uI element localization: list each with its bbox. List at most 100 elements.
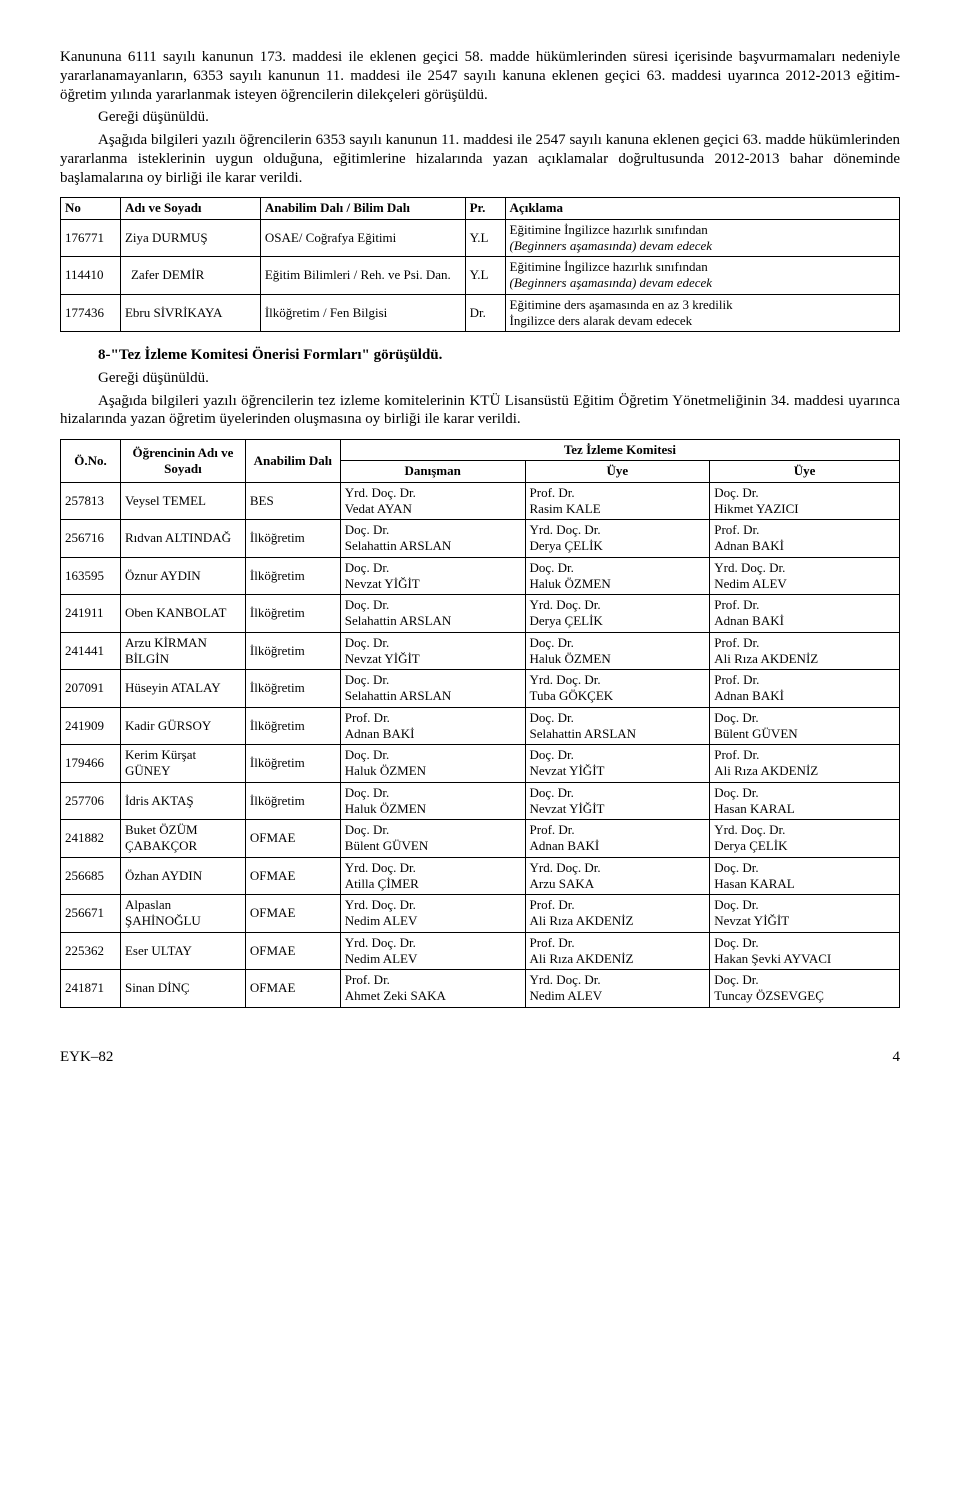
table-cell: OFMAE (245, 970, 340, 1008)
col-ono: Ö.No. (61, 440, 121, 483)
column-header: Açıklama (505, 198, 899, 219)
table-row: 257813Veysel TEMELBESYrd. Doç. Dr.Vedat … (61, 482, 900, 520)
table-cell: Doç. Dr.Nevzat YİĞİT (525, 782, 710, 820)
table-cell: Yrd. Doç. Dr.Nedim ALEV (340, 895, 525, 933)
table-row: Ö.No. Öğrencinin Adı ve Soyadı Anabilim … (61, 440, 900, 461)
table-cell: 257813 (61, 482, 121, 520)
table-cell: Buket ÖZÜM ÇABAKÇOR (120, 820, 245, 858)
page-footer: EYK–82 4 (60, 1048, 900, 1067)
table-cell: İlköğretim (245, 670, 340, 708)
table-cell: OFMAE (245, 932, 340, 970)
table-row: 179466Kerim Kürşat GÜNEYİlköğretimDoç. D… (61, 745, 900, 783)
table-cell: 114410 (61, 257, 121, 295)
table-row: 241909Kadir GÜRSOYİlköğretimProf. Dr.Adn… (61, 707, 900, 745)
table-row: 176771Ziya DURMUŞOSAE/ Coğrafya EğitimiY… (61, 219, 900, 257)
table-cell: Doç. Dr.Hikmet YAZICI (710, 482, 900, 520)
table-cell: Prof. Dr.Ali Rıza AKDENİZ (525, 932, 710, 970)
table-cell: Yrd. Doç. Dr.Nedim ALEV (525, 970, 710, 1008)
table-row: 207091Hüseyin ATALAYİlköğretimDoç. Dr.Se… (61, 670, 900, 708)
table-cell: Yrd. Doç. Dr.Vedat AYAN (340, 482, 525, 520)
table-cell: Ebru SİVRİKAYA (120, 294, 260, 332)
table-cell: 241909 (61, 707, 121, 745)
table-cell: Prof. Dr.Ali Rıza AKDENİZ (710, 632, 900, 670)
column-header: No (61, 198, 121, 219)
table-cell: Doç. Dr.Haluk ÖZMEN (340, 745, 525, 783)
table-cell: Rıdvan ALTINDAĞ (120, 520, 245, 558)
footer-right: 4 (893, 1048, 901, 1067)
table-row: 225362Eser ULTAYOFMAEYrd. Doç. Dr.Nedim … (61, 932, 900, 970)
table-cell: Eğitimine İngilizce hazırlık sınıfından(… (505, 219, 899, 257)
table-row: 241441Arzu KİRMAN BİLGİNİlköğretimDoç. D… (61, 632, 900, 670)
table-cell: Doç. Dr.Bülent GÜVEN (710, 707, 900, 745)
table-cell: İlköğretim (245, 557, 340, 595)
table-cell: Doç. Dr.Haluk ÖZMEN (340, 782, 525, 820)
table-cell: Yrd. Doç. Dr.Derya ÇELİK (710, 820, 900, 858)
table-cell: Doç. Dr.Nevzat YİĞİT (340, 632, 525, 670)
table-row: 256671Alpaslan ŞAHİNOĞLUOFMAEYrd. Doç. D… (61, 895, 900, 933)
col-tik: Tez İzleme Komitesi (340, 440, 899, 461)
table-cell: Doç. Dr.Haluk ÖZMEN (525, 632, 710, 670)
table-cell: Prof. Dr.Adnan BAKİ (340, 707, 525, 745)
table-cell: Prof. Dr.Ahmet Zeki SAKA (340, 970, 525, 1008)
table-cell: Doç. Dr.Nevzat YİĞİT (340, 557, 525, 595)
table-cell: Doç. Dr.Nevzat YİĞİT (525, 745, 710, 783)
table-cell: Öznur AYDIN (120, 557, 245, 595)
table-cell: Prof. Dr.Adnan BAKİ (710, 670, 900, 708)
table-cell: 241911 (61, 595, 121, 633)
table-cell: Hüseyin ATALAY (120, 670, 245, 708)
table-cell: 225362 (61, 932, 121, 970)
table-cell: Doç. Dr.Haluk ÖZMEN (525, 557, 710, 595)
paragraph-1: Kanununa 6111 sayılı kanunun 173. maddes… (60, 48, 900, 104)
table-cell: Doç. Dr. Selahattin ARSLAN (525, 707, 710, 745)
table-cell: Doç. Dr.Tuncay ÖZSEVGEÇ (710, 970, 900, 1008)
table-cell: İlköğretim (245, 595, 340, 633)
table-cell: Prof. Dr.Adnan BAKİ (710, 520, 900, 558)
table-cell: Prof. Dr. Ali Rıza AKDENİZ (525, 895, 710, 933)
table-cell: Veysel TEMEL (120, 482, 245, 520)
col-uye1: Üye (525, 461, 710, 482)
table-cell: Yrd. Doç. Dr.Tuba GÖKÇEK (525, 670, 710, 708)
table-cell: 241871 (61, 970, 121, 1008)
col-ad: Öğrencinin Adı ve Soyadı (120, 440, 245, 483)
table-cell: 256671 (61, 895, 121, 933)
table-cell: OSAE/ Coğrafya Eğitimi (260, 219, 465, 257)
table-row: 241882Buket ÖZÜM ÇABAKÇOROFMAEDoç. Dr.Bü… (61, 820, 900, 858)
section-8-title: 8-"Tez İzleme Komitesi Önerisi Formları"… (60, 346, 900, 365)
table-cell: Y.L (465, 257, 505, 295)
table-committee: Ö.No. Öğrencinin Adı ve Soyadı Anabilim … (60, 439, 900, 1008)
table-row: 114410Zafer DEMİREğitim Bilimleri / Reh.… (61, 257, 900, 295)
table-cell: Prof. Dr.Adnan BAKİ (525, 820, 710, 858)
column-header: Adı ve Soyadı (120, 198, 260, 219)
table-students: NoAdı ve SoyadıAnabilim Dalı / Bilim Dal… (60, 197, 900, 332)
table-cell: Yrd. Doç. Dr.Atilla ÇİMER (340, 857, 525, 895)
table-cell: 256685 (61, 857, 121, 895)
table-cell: OFMAE (245, 857, 340, 895)
table-cell: Prof. Dr.Ali Rıza AKDENİZ (710, 745, 900, 783)
table-cell: Ziya DURMUŞ (120, 219, 260, 257)
table-row: 177436Ebru SİVRİKAYAİlköğretim / Fen Bil… (61, 294, 900, 332)
table-cell: Doç. Dr.Hasan KARAL (710, 782, 900, 820)
table-cell: Doç. Dr.Selahattin ARSLAN (340, 670, 525, 708)
column-header: Pr. (465, 198, 505, 219)
table-cell: İlköğretim / Fen Bilgisi (260, 294, 465, 332)
table-cell: OFMAE (245, 895, 340, 933)
table-row: NoAdı ve SoyadıAnabilim Dalı / Bilim Dal… (61, 198, 900, 219)
table-row: 256716Rıdvan ALTINDAĞİlköğretimDoç. Dr.S… (61, 520, 900, 558)
geregi-2: Gereği düşünüldü. (60, 369, 900, 388)
table-cell: Prof. Dr.Adnan BAKİ (710, 595, 900, 633)
table-row: 241911Oben KANBOLATİlköğretimDoç. Dr.Sel… (61, 595, 900, 633)
table-cell: Özhan AYDIN (120, 857, 245, 895)
table-cell: İlköğretim (245, 782, 340, 820)
table-cell: Yrd. Doç. Dr.Arzu SAKA (525, 857, 710, 895)
table-cell: Doç. Dr.Nevzat YİĞİT (710, 895, 900, 933)
table-cell: Dr. (465, 294, 505, 332)
table-cell: İlköğretim (245, 745, 340, 783)
table-cell: OFMAE (245, 820, 340, 858)
table-cell: 241441 (61, 632, 121, 670)
table-cell: Kadir GÜRSOY (120, 707, 245, 745)
table-cell: Y.L (465, 219, 505, 257)
table-cell: Eser ULTAY (120, 932, 245, 970)
table-cell: İlköğretim (245, 520, 340, 558)
table-cell: 163595 (61, 557, 121, 595)
col-abd: Anabilim Dalı (245, 440, 340, 483)
